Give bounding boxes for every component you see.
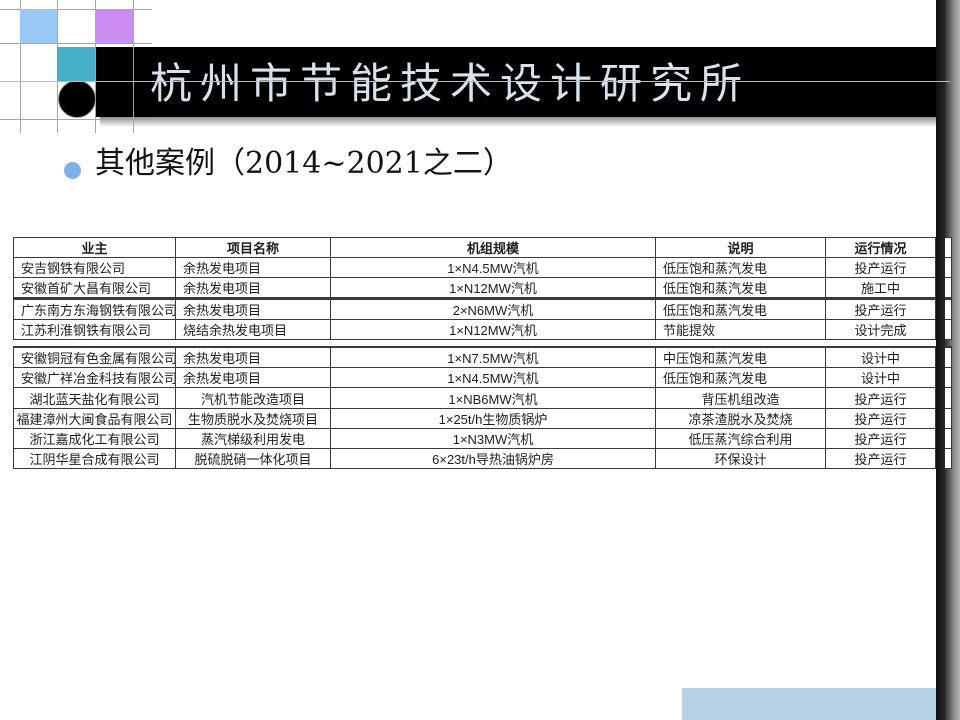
cell-scale: 1×N4.5MW汽机 [330, 367, 656, 388]
cell-status: 投产运行 [825, 448, 936, 469]
cell-scale: 1×NB6MW汽机 [330, 387, 656, 409]
cell-project: 烧结余热发电项目 [175, 319, 331, 340]
grid-line-vertical [20, 0, 21, 133]
cell-desc: 低压饱和蒸汽发电 [655, 367, 826, 388]
cell-desc: 凉茶渣脱水及焚烧 [655, 408, 826, 429]
cell-project: 余热发电项目 [175, 298, 331, 320]
table-row: 江苏利淮钢铁有限公司 烧结余热发电项目 1×N12MW汽机 节能提效 设计完成 [13, 319, 952, 340]
slide-title: 杭州市节能技术设计研究所 [150, 59, 751, 108]
cell-status: 施工中 [825, 277, 936, 300]
cell-status: 投产运行 [825, 387, 936, 409]
grid-line-horizontal [0, 9, 152, 10]
cell-scale: 1×N3MW汽机 [330, 428, 656, 449]
table-row: 安徽铜冠有色金属有限公司 余热发电项目 1×N7.5MW汽机 中压饱和蒸汽发电 … [13, 346, 952, 368]
cell-scale: 1×25t/h生物质锅炉 [330, 408, 656, 429]
table-row: 安徽广祥冶金科技有限公司 余热发电项目 1×N4.5MW汽机 低压饱和蒸汽发电 … [13, 367, 952, 388]
cell-status: 设计完成 [825, 319, 936, 340]
case-table-container: 业主 项目名称 机组规模 说明 运行情况 安吉钢铁有限公司 余热发电项目 1×N… [13, 237, 952, 469]
cell-owner: 安吉钢铁有限公司 [13, 257, 176, 278]
cell-desc: 低压饱和蒸汽发电 [655, 298, 826, 320]
cell-scale: 1×N12MW汽机 [330, 277, 656, 300]
cell-owner: 湖北蓝天盐化有限公司 [13, 387, 176, 409]
table-header-row: 业主 项目名称 机组规模 说明 运行情况 [13, 237, 952, 258]
bottom-accent-bar [682, 688, 936, 720]
cell-desc: 中压饱和蒸汽发电 [655, 346, 826, 368]
deco-square-blue-icon [20, 9, 57, 43]
col-header-project: 项目名称 [175, 237, 331, 258]
grid-line-horizontal [0, 43, 152, 44]
cell-desc: 背压机组改造 [655, 387, 826, 409]
cell-scale: 1×N7.5MW汽机 [330, 346, 656, 368]
cell-desc: 低压蒸汽综合利用 [655, 428, 826, 449]
table-row: 福建漳州大闽食品有限公司 生物质脱水及焚烧项目 1×25t/h生物质锅炉 凉茶渣… [13, 408, 952, 429]
case-table-top: 业主 项目名称 机组规模 说明 运行情况 安吉钢铁有限公司 余热发电项目 1×N… [13, 237, 952, 340]
table-row: 湖北蓝天盐化有限公司 汽机节能改造项目 1×NB6MW汽机 背压机组改造 投产运… [13, 387, 952, 409]
deco-circle-icon [58, 80, 96, 118]
cell-owner: 福建漳州大闽食品有限公司 [13, 408, 176, 429]
cell-project: 余热发电项目 [175, 367, 331, 388]
cell-owner: 江苏利淮钢铁有限公司 [13, 319, 176, 340]
cell-owner: 安徽首矿大昌有限公司 [13, 277, 176, 300]
table-row: 广东南方东海钢铁有限公司 余热发电项目 2×N6MW汽机 低压饱和蒸汽发电 投产… [13, 298, 952, 320]
cell-status: 投产运行 [825, 428, 936, 449]
cell-scale: 1×N4.5MW汽机 [330, 257, 656, 278]
cell-status: 投产运行 [825, 298, 936, 320]
cell-owner: 安徽广祥冶金科技有限公司 [13, 367, 176, 388]
cell-owner: 浙江嘉成化工有限公司 [13, 428, 176, 449]
col-header-desc: 说明 [655, 237, 826, 258]
grid-line-horizontal-long [0, 81, 950, 82]
grid-line-vertical [133, 0, 134, 133]
cell-desc: 节能提效 [655, 319, 826, 340]
grid-line-horizontal [0, 119, 152, 120]
cell-desc: 低压饱和蒸汽发电 [655, 257, 826, 278]
cell-owner: 安徽铜冠有色金属有限公司 [13, 346, 176, 368]
table-row: 浙江嘉成化工有限公司 蒸汽梯级利用发电 1×N3MW汽机 低压蒸汽综合利用 投产… [13, 428, 952, 449]
cell-desc: 低压饱和蒸汽发电 [655, 277, 826, 300]
deco-square-purple-icon [95, 9, 133, 43]
title-banner: 杭州市节能技术设计研究所 [95, 47, 936, 117]
slide-edge-shadow [936, 0, 945, 720]
cell-owner: 江阴华星合成有限公司 [13, 448, 176, 469]
cell-status: 投产运行 [825, 257, 936, 278]
cell-project: 汽机节能改造项目 [175, 387, 331, 409]
table-row: 安徽首矿大昌有限公司 余热发电项目 1×N12MW汽机 低压饱和蒸汽发电 施工中 [13, 277, 952, 300]
cell-owner: 广东南方东海钢铁有限公司 [13, 298, 176, 320]
cell-desc: 环保设计 [655, 448, 826, 469]
cell-scale: 1×N12MW汽机 [330, 319, 656, 340]
col-header-status: 运行情况 [825, 237, 936, 258]
deco-square-teal-icon [57, 47, 95, 81]
col-header-owner: 业主 [13, 237, 176, 258]
grid-line-vertical [95, 0, 96, 133]
cell-scale: 2×N6MW汽机 [330, 298, 656, 320]
bullet-heading: 其他案例（2014~2021之二） [95, 146, 513, 181]
case-table-bottom: 安徽铜冠有色金属有限公司 余热发电项目 1×N7.5MW汽机 中压饱和蒸汽发电 … [13, 346, 952, 469]
table-row: 江阴华星合成有限公司 脱硫脱硝一体化项目 6×23t/h导热油锅炉房 环保设计 … [13, 448, 952, 469]
table-row: 安吉钢铁有限公司 余热发电项目 1×N4.5MW汽机 低压饱和蒸汽发电 投产运行 [13, 257, 952, 278]
col-header-scale: 机组规模 [330, 237, 656, 258]
cell-project: 余热发电项目 [175, 346, 331, 368]
cell-status: 设计中 [825, 367, 936, 388]
bullet-icon [64, 162, 81, 179]
cell-scale: 6×23t/h导热油锅炉房 [330, 448, 656, 469]
cell-project: 蒸汽梯级利用发电 [175, 428, 331, 449]
banner-shadow [100, 117, 936, 127]
cell-project: 生物质脱水及焚烧项目 [175, 408, 331, 429]
cell-project: 余热发电项目 [175, 277, 331, 300]
cell-project: 余热发电项目 [175, 257, 331, 278]
cell-project: 脱硫脱硝一体化项目 [175, 448, 331, 469]
cell-status: 设计中 [825, 346, 936, 368]
cell-status: 投产运行 [825, 408, 936, 429]
